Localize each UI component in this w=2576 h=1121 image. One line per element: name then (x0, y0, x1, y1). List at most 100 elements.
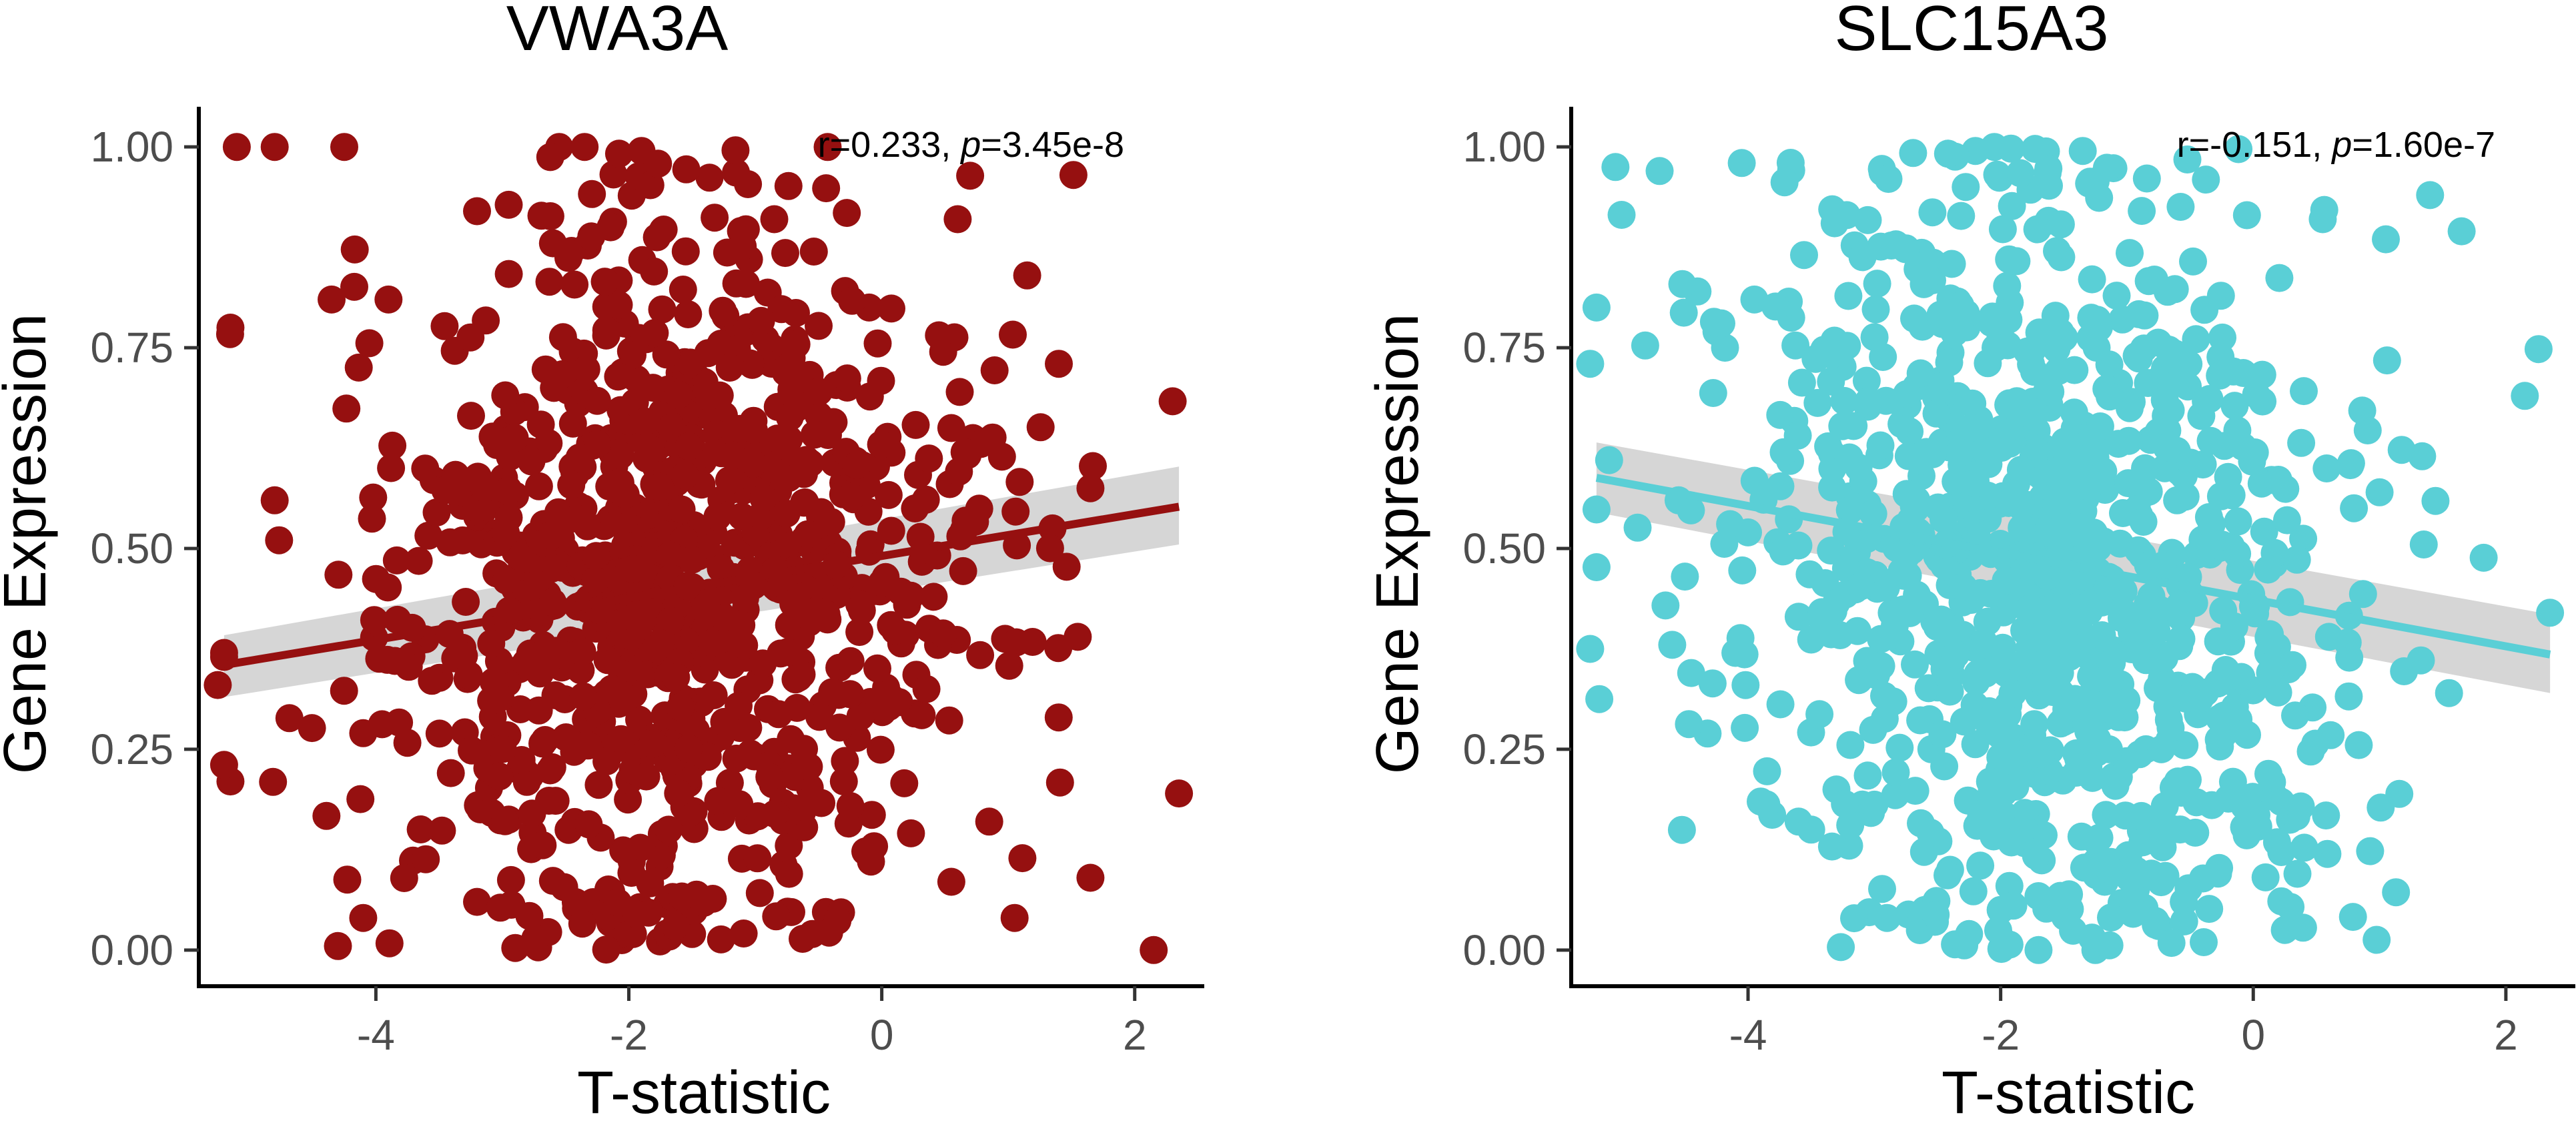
data-point (863, 654, 891, 683)
data-point (705, 381, 734, 410)
data-point (775, 403, 804, 431)
data-point (1998, 679, 2027, 708)
data-point (675, 432, 703, 460)
data-point (2052, 695, 2081, 723)
data-point (1832, 201, 1861, 230)
data-point (656, 541, 685, 570)
data-point (1827, 933, 1855, 962)
data-point (1901, 650, 1929, 679)
x-axis-title: T-statistic (1942, 1060, 2195, 1121)
data-point (275, 704, 304, 733)
data-point (664, 779, 693, 807)
data-point (2142, 617, 2171, 645)
data-point (1668, 270, 1697, 298)
data-point (2421, 486, 2450, 515)
x-tick-label: 0 (2241, 1011, 2265, 1059)
data-point (359, 483, 388, 512)
data-point (535, 268, 564, 296)
data-point (906, 522, 935, 551)
data-point (2078, 265, 2106, 294)
data-point (562, 504, 591, 533)
data-point (596, 213, 625, 242)
data-point (592, 316, 620, 344)
data-point (1740, 466, 1769, 495)
data-point (2469, 543, 2498, 572)
x-axis-title: T-statistic (577, 1060, 831, 1121)
data-point (1158, 387, 1187, 416)
data-point (1005, 468, 1034, 496)
data-point (2088, 621, 2116, 649)
data-point (358, 504, 386, 533)
data-point (1999, 891, 2028, 920)
data-point (1934, 861, 1962, 889)
data-point (929, 619, 957, 648)
data-point (935, 706, 963, 735)
data-point (1845, 666, 1873, 695)
data-point (2197, 510, 2226, 538)
data-point (1930, 551, 1959, 580)
data-point (2134, 267, 2163, 296)
data-point (2217, 481, 2246, 510)
data-point (2095, 855, 2124, 883)
axes-layer: 0.00 0.25 0.50 0.75 1.00 -4 -2 0 2 (1462, 107, 2575, 1059)
data-point (393, 729, 422, 757)
data-point (333, 865, 362, 894)
data-point (1906, 359, 1935, 388)
data-point (945, 457, 973, 486)
data-point (2008, 650, 2036, 679)
data-point (2024, 882, 2053, 910)
data-point (390, 864, 418, 892)
data-point (907, 701, 936, 729)
data-point (2095, 931, 2124, 960)
data-point (1651, 591, 1680, 620)
data-point (2042, 491, 2071, 520)
data-point (597, 675, 626, 703)
data-point (937, 867, 965, 896)
data-point (1853, 206, 1882, 234)
data-point (1881, 781, 1909, 809)
data-point (2061, 606, 2090, 635)
data-point (2010, 814, 2038, 843)
data-point (1808, 607, 1837, 635)
data-point (422, 498, 451, 526)
data-point (1727, 149, 1756, 177)
data-point (2271, 474, 2300, 503)
data-point (1961, 469, 1990, 498)
data-point (1731, 671, 1760, 699)
data-point (1623, 513, 1652, 542)
data-point (1946, 438, 1974, 467)
data-point (2092, 801, 2120, 829)
data-point (1885, 733, 1914, 762)
data-point (2220, 693, 2249, 721)
data-point (1576, 635, 1605, 663)
data-point (375, 929, 404, 958)
data-point (726, 414, 754, 443)
data-point (2248, 387, 2277, 416)
data-point (2312, 454, 2341, 482)
data-point (1716, 510, 1745, 538)
data-point (829, 767, 858, 796)
data-point (770, 464, 799, 492)
data-point (2168, 360, 2196, 389)
data-point (2192, 165, 2220, 194)
data-point (2171, 482, 2200, 511)
data-point (2286, 792, 2315, 821)
data-point (2248, 360, 2276, 389)
data-point (2174, 765, 2202, 794)
data-point (2151, 861, 2180, 890)
data-point (2382, 878, 2411, 907)
data-point (1868, 875, 1896, 903)
data-point (698, 629, 727, 657)
data-point (2078, 717, 2106, 745)
data-point (2108, 597, 2137, 625)
data-point (2334, 682, 2363, 711)
data-point (1585, 685, 1614, 713)
data-point (2006, 159, 2035, 188)
data-point (661, 912, 690, 941)
data-point (2409, 530, 2438, 558)
data-point (581, 566, 610, 595)
data-point (2408, 442, 2437, 470)
data-point (642, 634, 671, 663)
data-point (877, 294, 905, 323)
data-point (2204, 669, 2232, 698)
